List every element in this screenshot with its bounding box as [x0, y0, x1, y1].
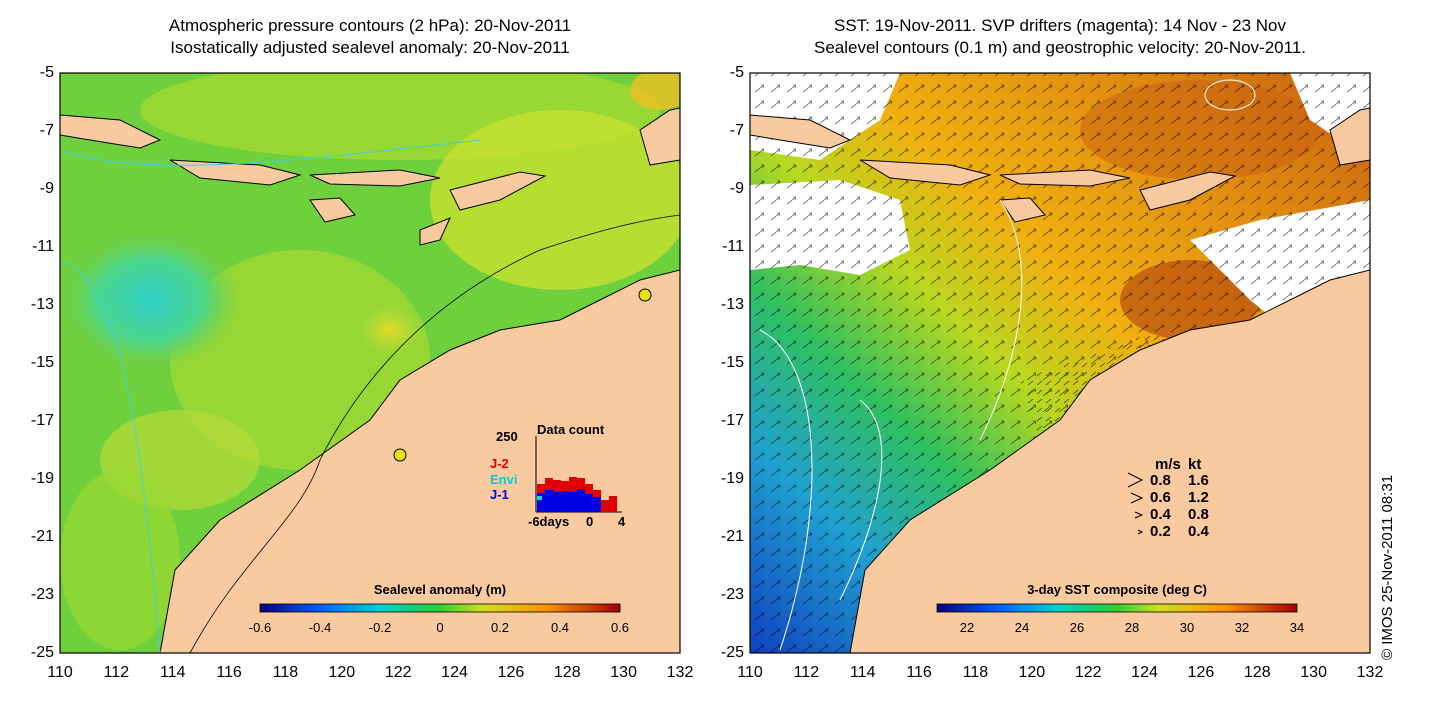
y-tick-label: -23	[720, 586, 744, 603]
y-tick-label: -7	[39, 122, 54, 139]
x-tick-label: 118	[962, 664, 989, 681]
colorbar-tick-label: 0.6	[610, 620, 630, 635]
colorbar-tick-label: 0.4	[550, 620, 570, 635]
left-title-line2: Isostatically adjusted sealevel anomaly:…	[170, 38, 570, 57]
inset-x-start: -6days	[528, 514, 570, 529]
colorbar-tick-label: 0.2	[490, 620, 510, 635]
x-tick-label: 122	[1074, 664, 1102, 681]
colorbar-tick-label: 30	[1179, 620, 1195, 635]
colorbar-tick-label: 24	[1014, 620, 1030, 635]
x-tick-label: 126	[1187, 664, 1215, 681]
x-tick-label: 130	[610, 664, 637, 681]
y-tick-label: -5	[729, 64, 744, 81]
y-tick-label: -5	[39, 64, 54, 81]
inset-ymax: 250	[496, 429, 518, 444]
y-tick-label: -17	[30, 412, 54, 429]
x-tick-label: 112	[103, 664, 130, 681]
x-tick-label: 132	[1356, 664, 1384, 681]
x-tick-label: 114	[159, 664, 186, 681]
velocity-row-kt: 1.6	[1188, 472, 1209, 489]
velocity-header-ms: m/s	[1155, 456, 1181, 473]
velocity-legend-arrows	[1127, 472, 1144, 535]
x-tick-label: 132	[666, 664, 694, 681]
y-tick-label: -11	[722, 238, 744, 255]
y-tick-label: -15	[720, 354, 744, 371]
inset-x-end: 4	[618, 514, 626, 529]
sst-colorbar	[936, 603, 1298, 613]
velocity-row-ms: 0.8	[1150, 472, 1171, 489]
x-tick-label: 116	[216, 664, 242, 681]
x-tick-label: 128	[1243, 664, 1271, 681]
x-tick-label: 126	[497, 664, 525, 681]
data-count-inset	[535, 436, 622, 513]
sst-colorbar-label: 3-day SST composite (deg C)	[1027, 582, 1207, 597]
velocity-row-ms: 0.6	[1150, 489, 1171, 506]
x-tick-label: 118	[272, 664, 299, 681]
colorbar-tick-label: 34	[1289, 620, 1305, 635]
x-tick-label: 128	[553, 664, 581, 681]
left-title-line1: Atmospheric pressure contours (2 hPa): 2…	[168, 16, 572, 35]
y-tick-label: -21	[720, 528, 744, 545]
x-tick-label: 124	[441, 664, 468, 681]
colorbar-tick-label: -0.6	[248, 620, 272, 635]
y-tick-label: -13	[720, 296, 744, 313]
y-tick-label: -25	[720, 644, 744, 661]
x-tick-label: 122	[384, 664, 412, 681]
left-map-frame	[59, 72, 681, 654]
inset-legend-envi: Envi	[490, 472, 518, 487]
right-map-frame	[749, 72, 1371, 654]
velocity-row-kt: 1.2	[1188, 489, 1209, 506]
y-tick-label: -9	[729, 180, 744, 197]
colorbar-tick-label: 32	[1234, 620, 1250, 635]
y-tick-label: -9	[39, 180, 54, 197]
colorbar-tick-label: -0.2	[368, 620, 392, 635]
inset-legend-j2: J-2	[490, 456, 509, 471]
colorbar-tick-label: 22	[959, 620, 975, 635]
x-tick-label: 110	[737, 664, 763, 681]
x-tick-label: 114	[849, 664, 876, 681]
inset-bars	[537, 477, 617, 512]
y-tick-label: -11	[32, 238, 54, 255]
y-tick-label: -13	[30, 296, 54, 313]
x-tick-label: 112	[793, 664, 820, 681]
velocity-row-kt: 0.8	[1188, 506, 1209, 523]
x-tick-label: 130	[1300, 664, 1327, 681]
colorbar-tick-label: 0	[436, 620, 444, 635]
y-tick-label: -25	[30, 644, 54, 661]
colorbar-tick-label: 26	[1069, 620, 1085, 635]
sla-colorbar	[259, 603, 621, 613]
right-title-line2: Sealevel contours (0.1 m) and geostrophi…	[814, 38, 1306, 57]
left-map	[60, 73, 680, 653]
y-tick-label: -7	[729, 122, 744, 139]
y-tick-label: -23	[30, 586, 54, 603]
colorbar-tick-label: 28	[1124, 620, 1140, 635]
x-tick-label: 120	[1018, 664, 1046, 681]
y-tick-label: -15	[30, 354, 54, 371]
colorbar-tick-label: -0.4	[308, 620, 332, 635]
x-tick-label: 110	[47, 664, 73, 681]
x-tick-label: 120	[328, 664, 356, 681]
y-tick-label: -21	[30, 528, 54, 545]
inset-legend-j1: J-1	[490, 487, 509, 502]
velocity-row-ms: 0.4	[1150, 506, 1171, 523]
inset-title: Data count	[537, 422, 605, 437]
x-tick-label: 124	[1131, 664, 1158, 681]
x-tick-label: 116	[906, 664, 932, 681]
y-tick-label: -19	[720, 470, 744, 487]
velocity-header-kt: kt	[1188, 456, 1202, 473]
velocity-row-kt: 0.4	[1188, 523, 1209, 540]
right-map	[750, 73, 1370, 653]
right-title-line1: SST: 19-Nov-2011. SVP drifters (magenta)…	[834, 16, 1286, 35]
y-tick-label: -17	[720, 412, 744, 429]
velocity-row-ms: 0.2	[1150, 523, 1171, 540]
copyright: © IMOS 25-Nov-2011 08:31	[1379, 474, 1396, 660]
inset-x-mid: 0	[586, 514, 594, 529]
y-tick-label: -19	[30, 470, 54, 487]
sla-colorbar-label: Sealevel anomaly (m)	[373, 582, 507, 597]
